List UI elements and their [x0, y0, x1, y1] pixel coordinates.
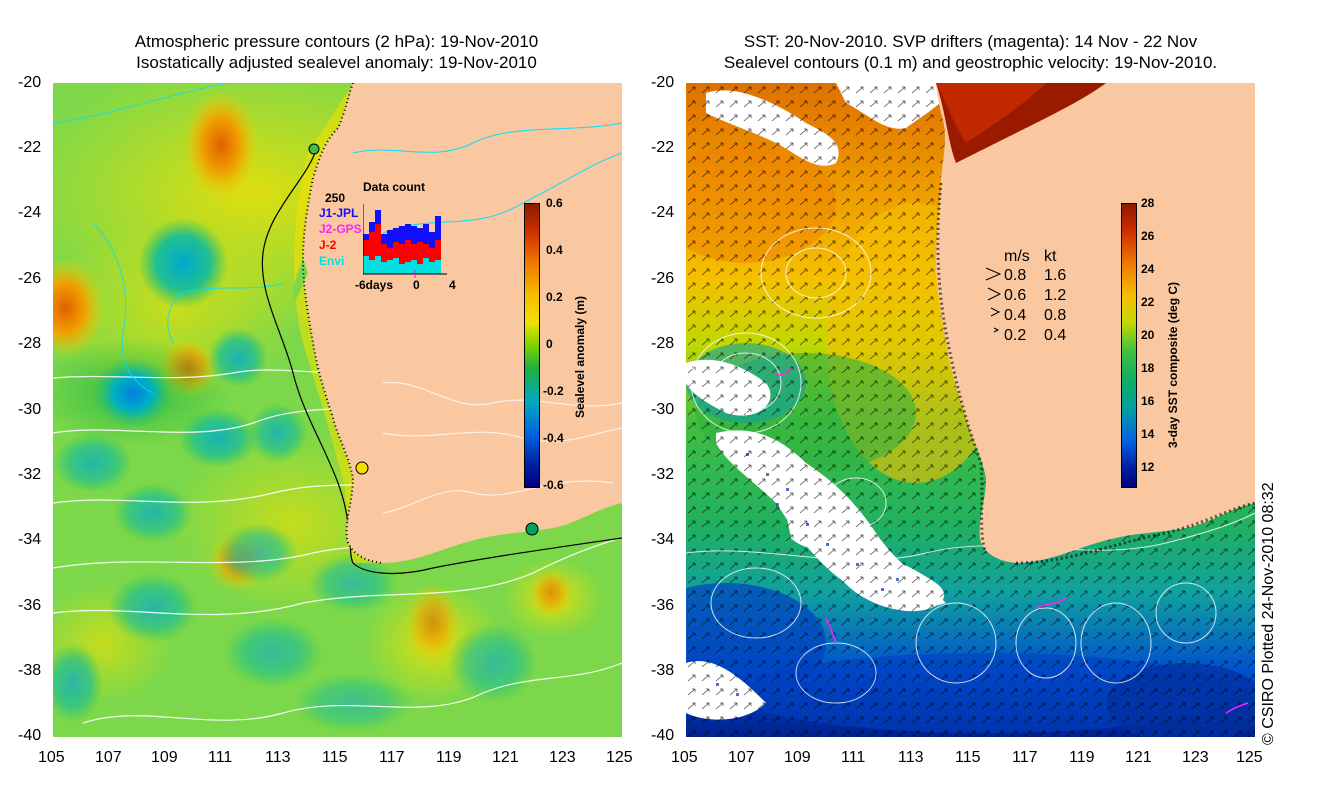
right-map[interactable]: m/s kt 0.8 1.6 0.6 1.2 0.4 0.8 0.2 0.4 2… [686, 83, 1255, 737]
right-colorbar [1121, 203, 1137, 488]
speed-row-ms: 0.6 [1004, 287, 1027, 304]
right-x-label: 119 [1069, 749, 1095, 766]
left-cbar-tick-3: 0 [546, 337, 553, 351]
left-y-label: -40 [18, 727, 42, 744]
left-colorbar [524, 203, 540, 488]
right-x-label: 111 [841, 749, 866, 766]
right-cbar-tick: 14 [1141, 427, 1155, 441]
left-y-label: -32 [18, 466, 42, 483]
right-cbar-tick: 16 [1141, 394, 1155, 408]
left-x-label: 121 [492, 749, 519, 766]
speed-row-ms: 0.8 [1004, 267, 1027, 284]
left-cbar-tick-4: -0.2 [543, 384, 564, 398]
right-cbar-tick: 20 [1141, 328, 1155, 342]
right-y-label: -36 [651, 597, 675, 614]
right-y-label: -34 [651, 531, 675, 548]
right-x-label: 123 [1182, 749, 1209, 766]
left-x-label: 109 [151, 749, 178, 766]
right-y-label: -28 [651, 335, 675, 352]
data-count-x-label-0: -6days [355, 278, 394, 292]
right-cbar-tick: 26 [1141, 229, 1155, 243]
right-y-label: -26 [651, 270, 675, 287]
speed-row-kt: 1.2 [1044, 287, 1067, 304]
right-x-label: 109 [784, 749, 811, 766]
data-count-title: Data count [363, 180, 426, 194]
left-y-label: -24 [18, 204, 42, 221]
data-count-max: 250 [325, 191, 346, 205]
speed-header-kt: kt [1044, 248, 1057, 265]
left-cbar-title: Sealevel anomaly (m) [573, 295, 587, 418]
right-y-label: -40 [651, 727, 675, 744]
left-title-line1: Atmospheric pressure contours (2 hPa): 1… [134, 32, 539, 51]
right-cbar-title: 3-day SST composite (deg C) [1166, 281, 1180, 448]
right-y-label: -20 [651, 74, 675, 91]
left-cbar-tick-6: -0.6 [543, 478, 564, 492]
left-cbar-tick-2: 0.2 [546, 290, 563, 304]
right-x-label: 107 [728, 749, 755, 766]
left-x-label: 113 [265, 749, 291, 766]
mission-envi: Envi [319, 254, 345, 268]
right-cbar-tick: 22 [1141, 295, 1155, 309]
right-cbar-tick: 18 [1141, 361, 1155, 375]
left-x-label: 125 [606, 749, 633, 766]
right-x-label: 113 [898, 749, 924, 766]
left-cbar-tick-5: -0.4 [543, 431, 564, 445]
speed-row-ms: 0.4 [1004, 307, 1027, 324]
right-cbar-tick: 24 [1141, 262, 1155, 276]
mission-j2-gps: J2-GPS [319, 222, 362, 236]
left-y-label: -26 [18, 270, 42, 287]
data-count-x-label-1: 0 [413, 278, 420, 292]
left-x-label: 123 [549, 749, 576, 766]
right-cbar-tick: 28 [1141, 196, 1155, 210]
left-title-line2: Isostatically adjusted sealevel anomaly:… [136, 53, 537, 72]
speed-header-ms: m/s [1004, 248, 1030, 265]
right-x-label: 125 [1236, 749, 1263, 766]
right-x-label: 121 [1125, 749, 1152, 766]
right-y-label: -32 [651, 466, 675, 483]
left-map[interactable]: Data count 250 J1-JPL J2-GPS J-2 Envi -6… [53, 83, 622, 737]
left-cbar-tick-1: 0.4 [546, 243, 563, 257]
right-cbar-tick: 12 [1141, 460, 1155, 474]
right-y-label: -22 [651, 139, 675, 156]
right-y-label: -38 [651, 662, 675, 679]
data-count-inset: Data count 250 J1-JPL J2-GPS J-2 Envi -6… [315, 178, 456, 298]
speed-legend: m/s kt 0.8 1.6 0.6 1.2 0.4 0.8 0.2 0.4 [976, 248, 1096, 348]
right-title-line2: Sealevel contours (0.1 m) and geostrophi… [723, 53, 1218, 72]
speed-row-kt: 0.8 [1044, 307, 1067, 324]
right-x-label: 115 [955, 749, 981, 766]
left-x-label: 111 [208, 749, 233, 766]
right-y-label: -30 [651, 401, 675, 418]
credit-text: © CSIRO Plotted 24-Nov-2010 08:32 [1260, 482, 1277, 745]
data-count-histogram [363, 204, 447, 278]
speed-row-kt: 1.6 [1044, 267, 1067, 284]
right-x-label: 105 [671, 749, 698, 766]
left-y-label: -20 [18, 74, 42, 91]
left-x-label: 119 [436, 749, 462, 766]
left-cbar-tick-0: 0.6 [546, 196, 563, 210]
speed-row-kt: 0.4 [1044, 327, 1067, 344]
left-y-label: -34 [18, 531, 42, 548]
left-y-label: -22 [18, 139, 42, 156]
right-title-line1: SST: 20-Nov-2010. SVP drifters (magenta)… [743, 32, 1198, 51]
right-map-svg [686, 83, 1255, 737]
left-x-label: 107 [95, 749, 122, 766]
left-y-label: -28 [18, 335, 42, 352]
speed-row-ms: 0.2 [1004, 327, 1027, 344]
speed-legend-arrows [985, 267, 1002, 333]
left-y-label: -36 [18, 597, 42, 614]
left-x-label: 115 [322, 749, 348, 766]
right-y-label: -24 [651, 204, 675, 221]
mission-j1-jpl: J1-JPL [319, 206, 359, 220]
left-y-label: -30 [18, 401, 42, 418]
data-count-x-label-2: 4 [449, 278, 456, 292]
left-x-label: 105 [38, 749, 65, 766]
mission-j-2: J-2 [319, 238, 337, 252]
right-x-label: 117 [1012, 749, 1038, 766]
left-x-label: 117 [379, 749, 405, 766]
left-y-label: -38 [18, 662, 42, 679]
